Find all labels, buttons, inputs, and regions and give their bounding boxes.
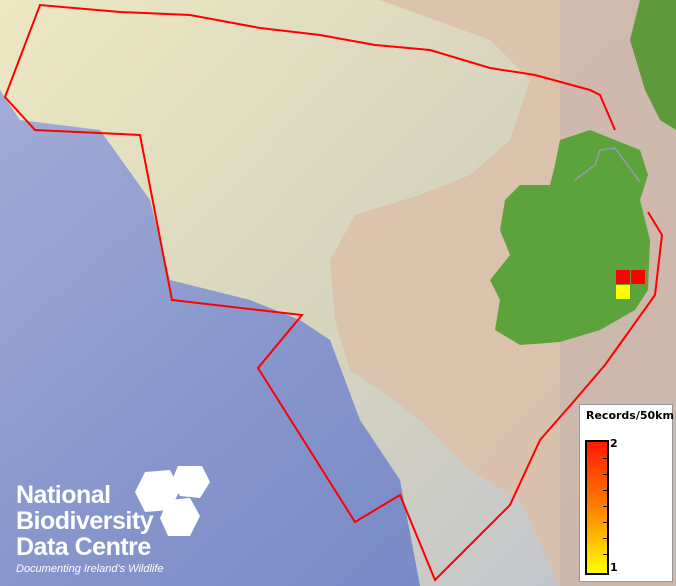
legend-min-label: 1: [610, 561, 618, 574]
record-cell-3[interactable]: [616, 285, 630, 299]
logo-line-2: Biodiversity: [16, 507, 154, 535]
logo-tagline: Documenting Ireland's Wildlife: [16, 563, 164, 575]
record-cell-1[interactable]: [616, 270, 630, 284]
boundary-line: [3, 3, 664, 582]
legend: Records/50km 2 1: [579, 404, 674, 582]
logo-line-3: Data Centre: [16, 533, 151, 561]
land-britain: [630, 0, 676, 130]
legend-max-label: 2: [610, 437, 618, 450]
land-ireland: [490, 130, 650, 345]
continental-shelf: [0, 0, 560, 586]
nbdc-logo: National Biodiversity Data Centre Docume…: [16, 482, 164, 575]
northern-ireland-border: [574, 147, 641, 183]
logo-line-1: National: [16, 481, 111, 509]
legend-title: Records/50km: [586, 409, 674, 422]
record-cell-2[interactable]: [631, 270, 645, 284]
logo-hexagons: [135, 466, 210, 536]
color-ramp: [585, 440, 609, 575]
